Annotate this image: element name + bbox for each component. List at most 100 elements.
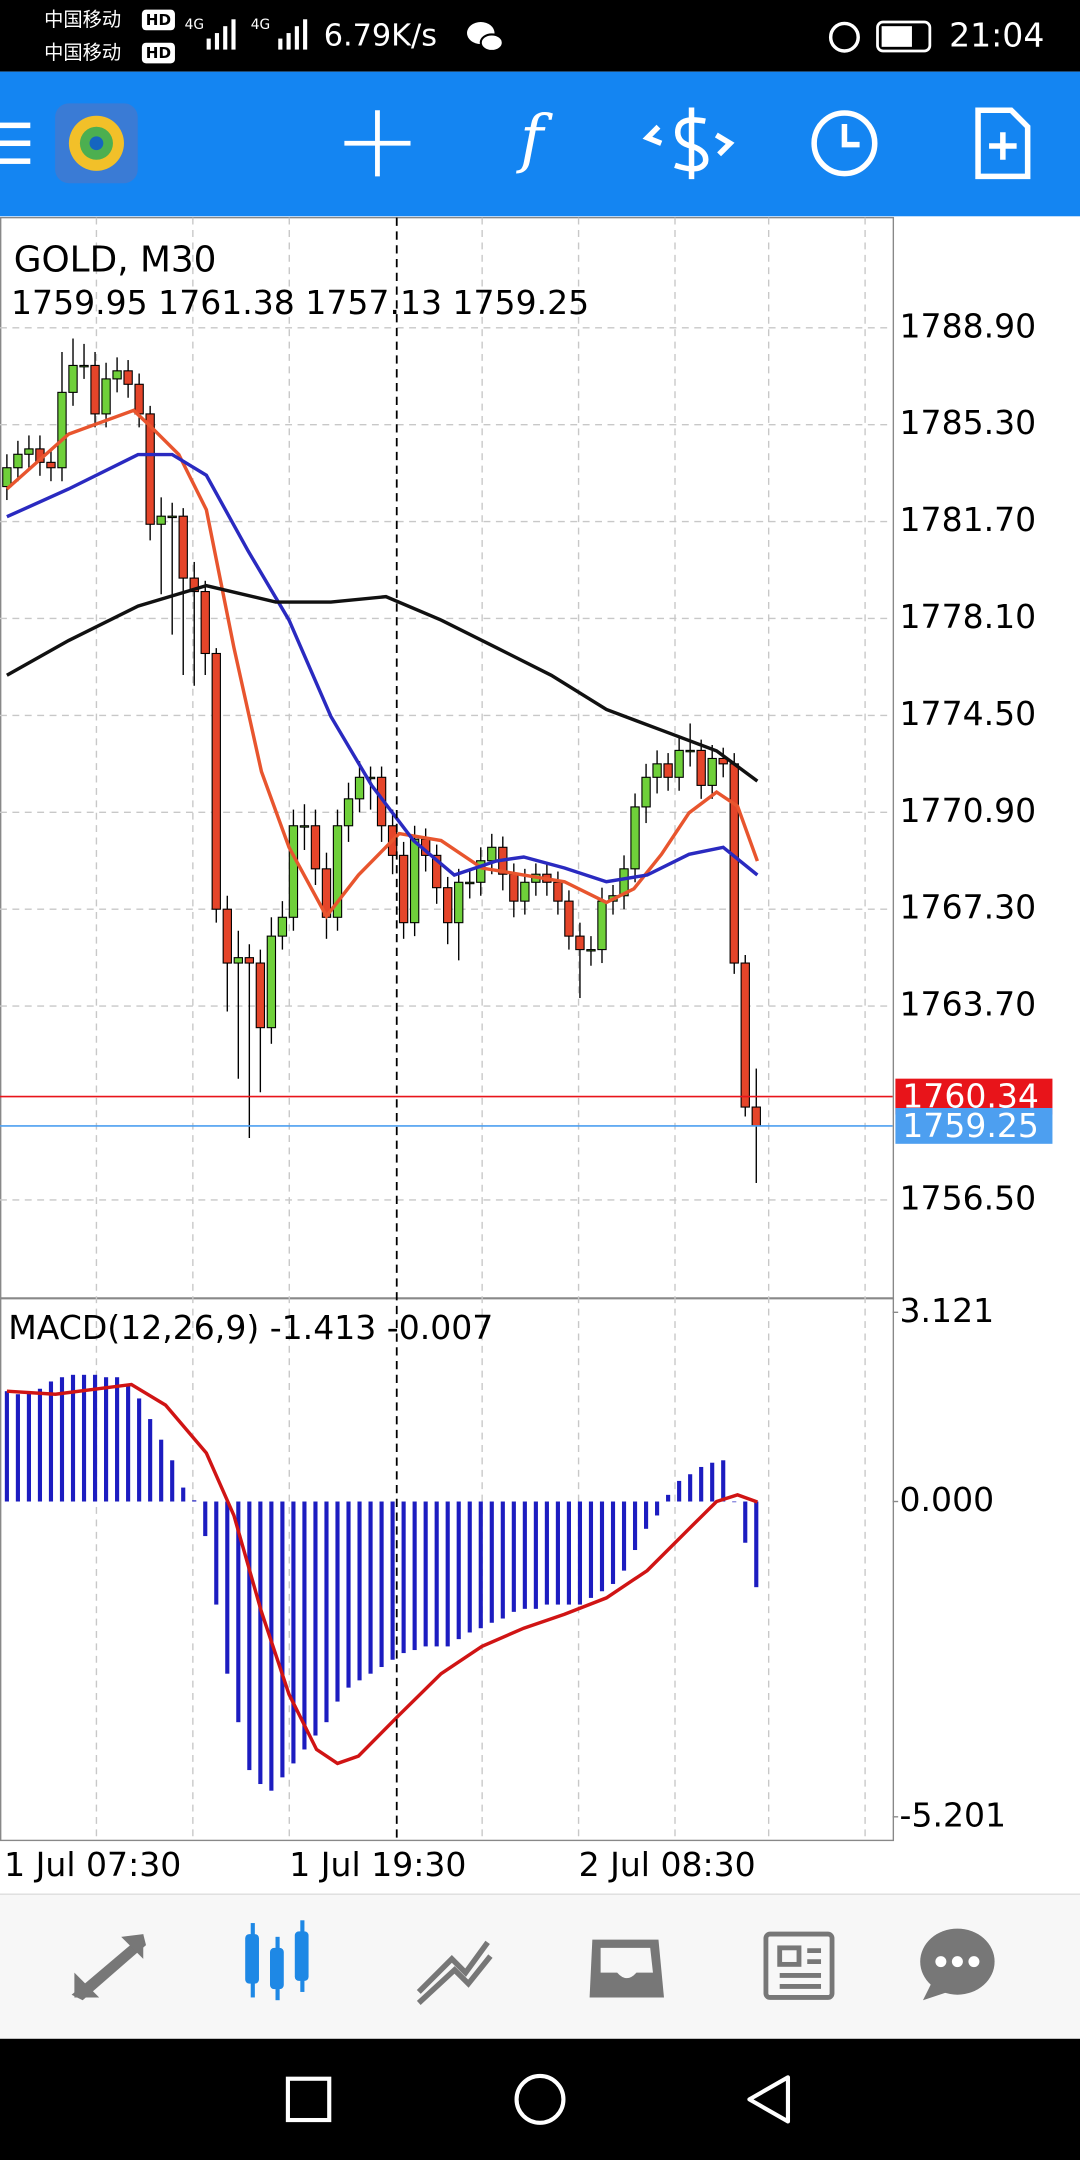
macd-bar: [37, 1388, 43, 1502]
candle-body: [189, 577, 199, 593]
macd-bar: [666, 1494, 671, 1502]
recents-button[interactable]: [285, 2076, 332, 2123]
macd-bar: [699, 1466, 704, 1502]
trade-tab[interactable]: [416, 1940, 493, 2005]
candle-body: [332, 825, 343, 918]
macd-bar: [137, 1398, 142, 1502]
candle-body: [619, 868, 629, 897]
candle-body: [476, 860, 486, 883]
candle-body: [24, 448, 34, 455]
macd-bar: [511, 1501, 516, 1612]
app-icon[interactable]: [55, 103, 138, 184]
candle-body: [299, 825, 310, 828]
macd-bar: [302, 1501, 307, 1750]
menu-button[interactable]: [0, 122, 31, 164]
y-tick-label: 1781.70: [900, 500, 1037, 539]
hd-badge: [141, 9, 175, 31]
candle-body: [354, 776, 365, 800]
trade-button[interactable]: [642, 107, 735, 180]
macd-bar: [357, 1501, 362, 1681]
app-bar: [0, 71, 1080, 217]
bottom-nav: [0, 1894, 1080, 2039]
battery: [876, 20, 932, 53]
macd-bar: [732, 1501, 737, 1503]
candle-body: [398, 854, 409, 924]
macd-bar: [533, 1501, 538, 1609]
candle-body: [454, 881, 464, 924]
macd-bar: [621, 1501, 627, 1571]
macd-bar: [258, 1501, 263, 1785]
news-tab[interactable]: [763, 1931, 835, 2000]
candle-body: [13, 453, 23, 469]
macd-bar: [577, 1501, 583, 1605]
macd-bar: [48, 1381, 54, 1502]
macd-bar: [390, 1501, 395, 1660]
home-button[interactable]: [514, 2073, 566, 2125]
macd-bar: [104, 1377, 109, 1502]
candle-body: [167, 515, 177, 519]
macd-bar: [412, 1501, 417, 1651]
macd-bar: [148, 1419, 153, 1502]
macd-bar: [70, 1374, 76, 1502]
y-tick-label: 1767.30: [900, 888, 1037, 927]
macd-bar: [247, 1501, 252, 1771]
battery-level: [881, 26, 912, 47]
macd-bar: [688, 1474, 693, 1502]
macd-bar: [379, 1501, 384, 1668]
network: 4G: [185, 17, 204, 33]
macd-bar: [192, 1500, 197, 1502]
chat-tab[interactable]: [920, 1928, 995, 2001]
candle-body: [310, 825, 321, 870]
candle-body: [409, 838, 420, 924]
candle-body: [696, 749, 706, 786]
y-tick-label: 1778.10: [900, 597, 1037, 636]
macd-bar: [115, 1377, 120, 1502]
candle-body: [123, 370, 133, 385]
hd-badge: [141, 42, 175, 64]
candle-body: [685, 749, 695, 753]
macd-bar: [92, 1374, 98, 1502]
candle-body: [674, 749, 684, 778]
candle-body: [586, 949, 596, 952]
macd-bar: [599, 1501, 605, 1592]
macd-bar: [456, 1501, 461, 1640]
chart-layer: 1788.90 1785.30 1781.70 1778.10 1774.50 1770.…: [0, 217, 1053, 1884]
y-tick-label: 1788.90: [900, 306, 1037, 345]
candle-body: [222, 908, 232, 964]
wechat-icon: [466, 22, 504, 53]
macd-bar: [225, 1501, 230, 1674]
y-tick-label: 1785.30: [900, 403, 1037, 442]
carrier: 中国移动: [44, 41, 121, 64]
candle-body: [630, 806, 640, 870]
candle-body: [432, 854, 442, 889]
macd-bar: [181, 1487, 186, 1502]
macd-bar: [423, 1501, 428, 1647]
history-tab[interactable]: [589, 1939, 664, 1998]
period-button[interactable]: [811, 110, 878, 177]
indicator-title: MACD(12,26,9) -1.413 -0.007: [8, 1308, 493, 1347]
chart-tab[interactable]: [245, 1920, 309, 2001]
candle-body: [509, 873, 519, 902]
macd-bar: [15, 1394, 20, 1502]
candle-body: [729, 763, 739, 964]
system-nav: [0, 2038, 1080, 2160]
network: 4G: [251, 17, 270, 33]
macd-bar: [159, 1439, 164, 1502]
macd-bar: [368, 1501, 373, 1674]
macd-bar: [588, 1501, 594, 1598]
candle-body: [663, 763, 673, 778]
new-order-button[interactable]: [975, 107, 1031, 180]
back-button[interactable]: [747, 2075, 791, 2124]
candle-body: [707, 757, 717, 786]
macd-bar: [632, 1501, 638, 1551]
macd-bar: [203, 1501, 208, 1537]
candle-body: [79, 364, 89, 368]
crosshair-button[interactable]: [344, 110, 411, 177]
y-tick-label: 3.121: [900, 1291, 995, 1330]
quotes-tab[interactable]: [71, 1934, 147, 2001]
candle-body: [145, 413, 155, 525]
macd-bar: [467, 1501, 472, 1633]
moving-average: [6, 452, 759, 884]
candle-body: [487, 846, 497, 862]
macd-bar: [59, 1377, 65, 1502]
